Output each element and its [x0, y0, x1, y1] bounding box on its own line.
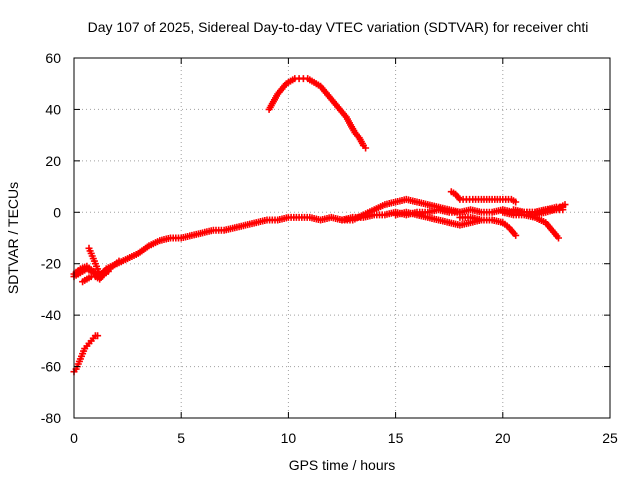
series-arc-mid-1: [338, 195, 464, 224]
data-point: [512, 231, 520, 239]
x-tick-label: 10: [281, 430, 297, 446]
data-point: [115, 257, 123, 265]
x-axis-label: GPS time / hours: [289, 457, 396, 473]
data-layer: [70, 75, 569, 376]
series-arc-dip-3: [79, 267, 112, 286]
y-tick-label: -20: [41, 256, 61, 272]
y-tick-label: 20: [45, 153, 61, 169]
y-tick-label: 40: [45, 101, 61, 117]
series-arc-late-5: [531, 201, 569, 219]
x-tick-label: 0: [70, 430, 78, 446]
x-tick-label: 15: [388, 430, 404, 446]
data-point: [512, 198, 520, 206]
series-arc-dip-2: [85, 244, 123, 278]
tick-layer: 0 5 10 15 20 25 -80 -60 -40 -20 0 20 40 60: [41, 50, 618, 446]
y-axis-label: SDTVAR / TECUs: [5, 182, 21, 294]
chart-title: Day 107 of 2025, Sidereal Day-to-day VTE…: [88, 19, 589, 35]
plot-frame: [73, 57, 611, 419]
data-point: [104, 267, 112, 275]
series-arc-high: [265, 75, 370, 152]
y-tick-label: -80: [41, 410, 61, 426]
y-tick-label: 60: [45, 50, 61, 66]
y-tick-label: -40: [41, 307, 61, 323]
y-tick-label: -60: [41, 359, 61, 375]
series-arc-early-low: [70, 332, 102, 376]
x-tick-label: 5: [177, 430, 185, 446]
x-tick-label: 25: [602, 430, 618, 446]
data-point: [94, 332, 102, 340]
data-point: [555, 234, 562, 242]
x-tick-label: 20: [495, 430, 511, 446]
data-point: [362, 144, 370, 152]
series-arc-late-2: [456, 213, 520, 239]
data-point: [561, 201, 569, 209]
series-arc-late-1: [447, 188, 520, 206]
y-tick-label: 0: [53, 204, 61, 220]
